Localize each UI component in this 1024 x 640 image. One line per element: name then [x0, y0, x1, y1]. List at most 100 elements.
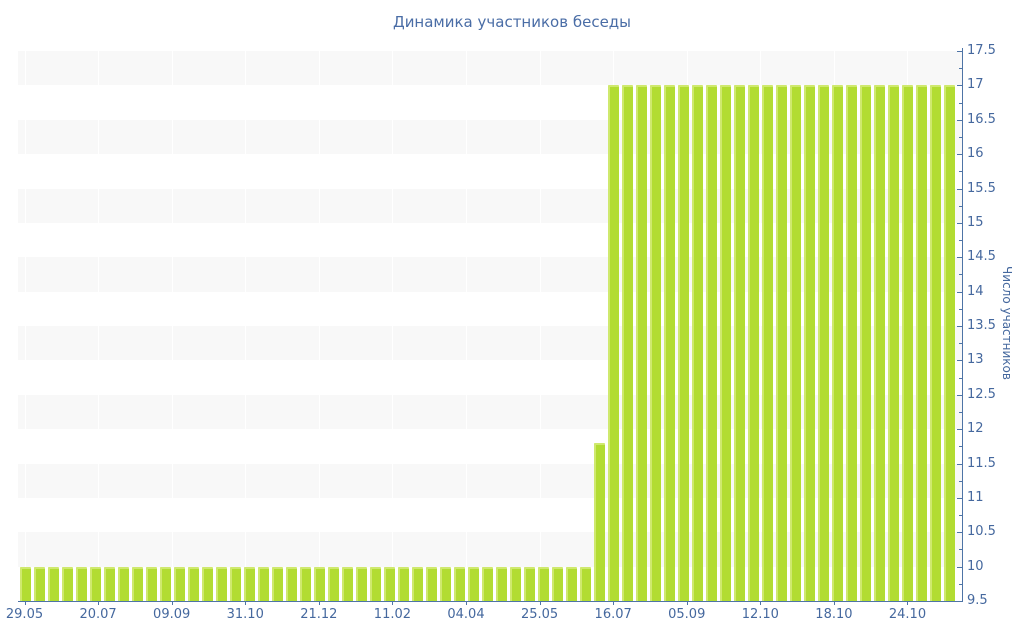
grid-band — [18, 51, 962, 86]
y-tick-label: 15.5 — [967, 180, 996, 196]
bar — [762, 85, 773, 601]
y-axis-tick — [957, 188, 962, 190]
bar — [706, 85, 717, 601]
y-tick-label: 12.5 — [967, 386, 996, 402]
x-tick-label: 05.09 — [668, 607, 706, 622]
bar — [888, 85, 899, 601]
x-tick-label: 20.07 — [79, 607, 117, 622]
bar — [664, 85, 675, 601]
y-tick-label: 16 — [967, 146, 984, 162]
bar — [860, 85, 871, 601]
bar — [48, 566, 59, 601]
bar — [20, 566, 31, 601]
bar — [846, 85, 857, 601]
y-axis-tick — [957, 601, 962, 602]
plot-area — [18, 48, 962, 601]
y-axis-minor-tick — [959, 411, 962, 413]
bar — [776, 85, 787, 601]
bar — [580, 566, 591, 601]
x-axis-tick — [907, 601, 909, 605]
bar — [874, 85, 885, 601]
bar — [174, 566, 185, 601]
bar — [524, 566, 535, 601]
bar — [90, 566, 101, 601]
bar — [636, 85, 647, 601]
bar — [720, 85, 731, 601]
bar — [650, 85, 661, 601]
y-axis-minor-tick — [959, 308, 962, 310]
y-axis-minor-tick — [959, 205, 962, 207]
x-axis-tick — [24, 601, 26, 605]
bar — [104, 566, 115, 601]
y-tick-label: 10.5 — [967, 524, 996, 540]
x-axis-tick — [760, 601, 762, 605]
bar — [930, 85, 941, 601]
x-axis-tick — [539, 601, 541, 605]
y-tick-label: 11.5 — [967, 455, 996, 471]
grid-line-vertical — [171, 48, 173, 601]
bar — [202, 566, 213, 601]
bar — [216, 566, 227, 601]
x-tick-label: 25.05 — [520, 607, 559, 622]
y-axis-tick — [957, 532, 962, 534]
bar — [594, 442, 605, 601]
bar — [412, 566, 423, 601]
bar — [146, 566, 157, 601]
bar — [272, 566, 283, 601]
bar — [734, 85, 745, 601]
y-axis-tick — [957, 463, 962, 465]
bar — [244, 566, 255, 601]
y-axis-tick — [957, 566, 962, 568]
y-axis-title: Число участников — [1000, 266, 1014, 380]
x-axis-tick — [613, 601, 615, 605]
bar — [622, 85, 633, 601]
bar — [496, 566, 507, 601]
bar — [300, 566, 311, 601]
bar — [832, 85, 843, 601]
bar — [692, 85, 703, 601]
x-tick-label: 04.04 — [447, 607, 485, 622]
bar — [566, 566, 577, 601]
bar — [944, 85, 955, 601]
y-tick-label: 9.5 — [967, 593, 988, 608]
x-tick-label: 11.02 — [373, 607, 412, 622]
y-axis-minor-tick — [959, 480, 962, 482]
bar — [790, 85, 801, 601]
bar — [62, 566, 73, 601]
y-axis-minor-tick — [959, 377, 962, 379]
bar — [748, 85, 759, 601]
grid-line-vertical — [760, 48, 762, 601]
y-axis-tick — [957, 360, 962, 362]
bar — [76, 566, 87, 601]
y-axis-minor-tick — [959, 136, 962, 138]
grid-line-vertical — [318, 48, 320, 601]
x-tick-label: 24.10 — [888, 607, 927, 622]
x-axis-tick — [392, 601, 394, 605]
bar — [118, 566, 129, 601]
y-tick-label: 15 — [967, 214, 984, 230]
y-axis-minor-tick — [959, 171, 962, 173]
x-axis-tick — [318, 601, 320, 605]
y-axis-line — [962, 48, 963, 602]
y-axis-minor-tick — [959, 583, 962, 585]
bar — [440, 566, 451, 601]
bar — [916, 85, 927, 601]
x-axis-tick — [98, 601, 100, 605]
grid-line-vertical — [539, 48, 541, 601]
y-tick-label: 14 — [967, 283, 984, 299]
chart-title: Динамика участников беседы — [392, 13, 632, 31]
y-axis-minor-tick — [959, 515, 962, 517]
y-axis-tick — [957, 429, 962, 431]
bar — [468, 566, 479, 601]
y-tick-label: 17 — [967, 77, 984, 93]
x-axis-tick — [245, 601, 247, 605]
y-axis-minor-tick — [959, 549, 962, 551]
y-tick-label: 13.5 — [967, 318, 996, 333]
y-axis-minor-tick — [959, 446, 962, 448]
y-axis-tick — [957, 497, 962, 499]
x-tick-label: 21.12 — [300, 607, 338, 622]
bar — [552, 566, 563, 601]
y-axis-minor-tick — [959, 240, 962, 242]
x-axis-tick — [171, 601, 173, 605]
x-axis-tick — [686, 601, 688, 605]
